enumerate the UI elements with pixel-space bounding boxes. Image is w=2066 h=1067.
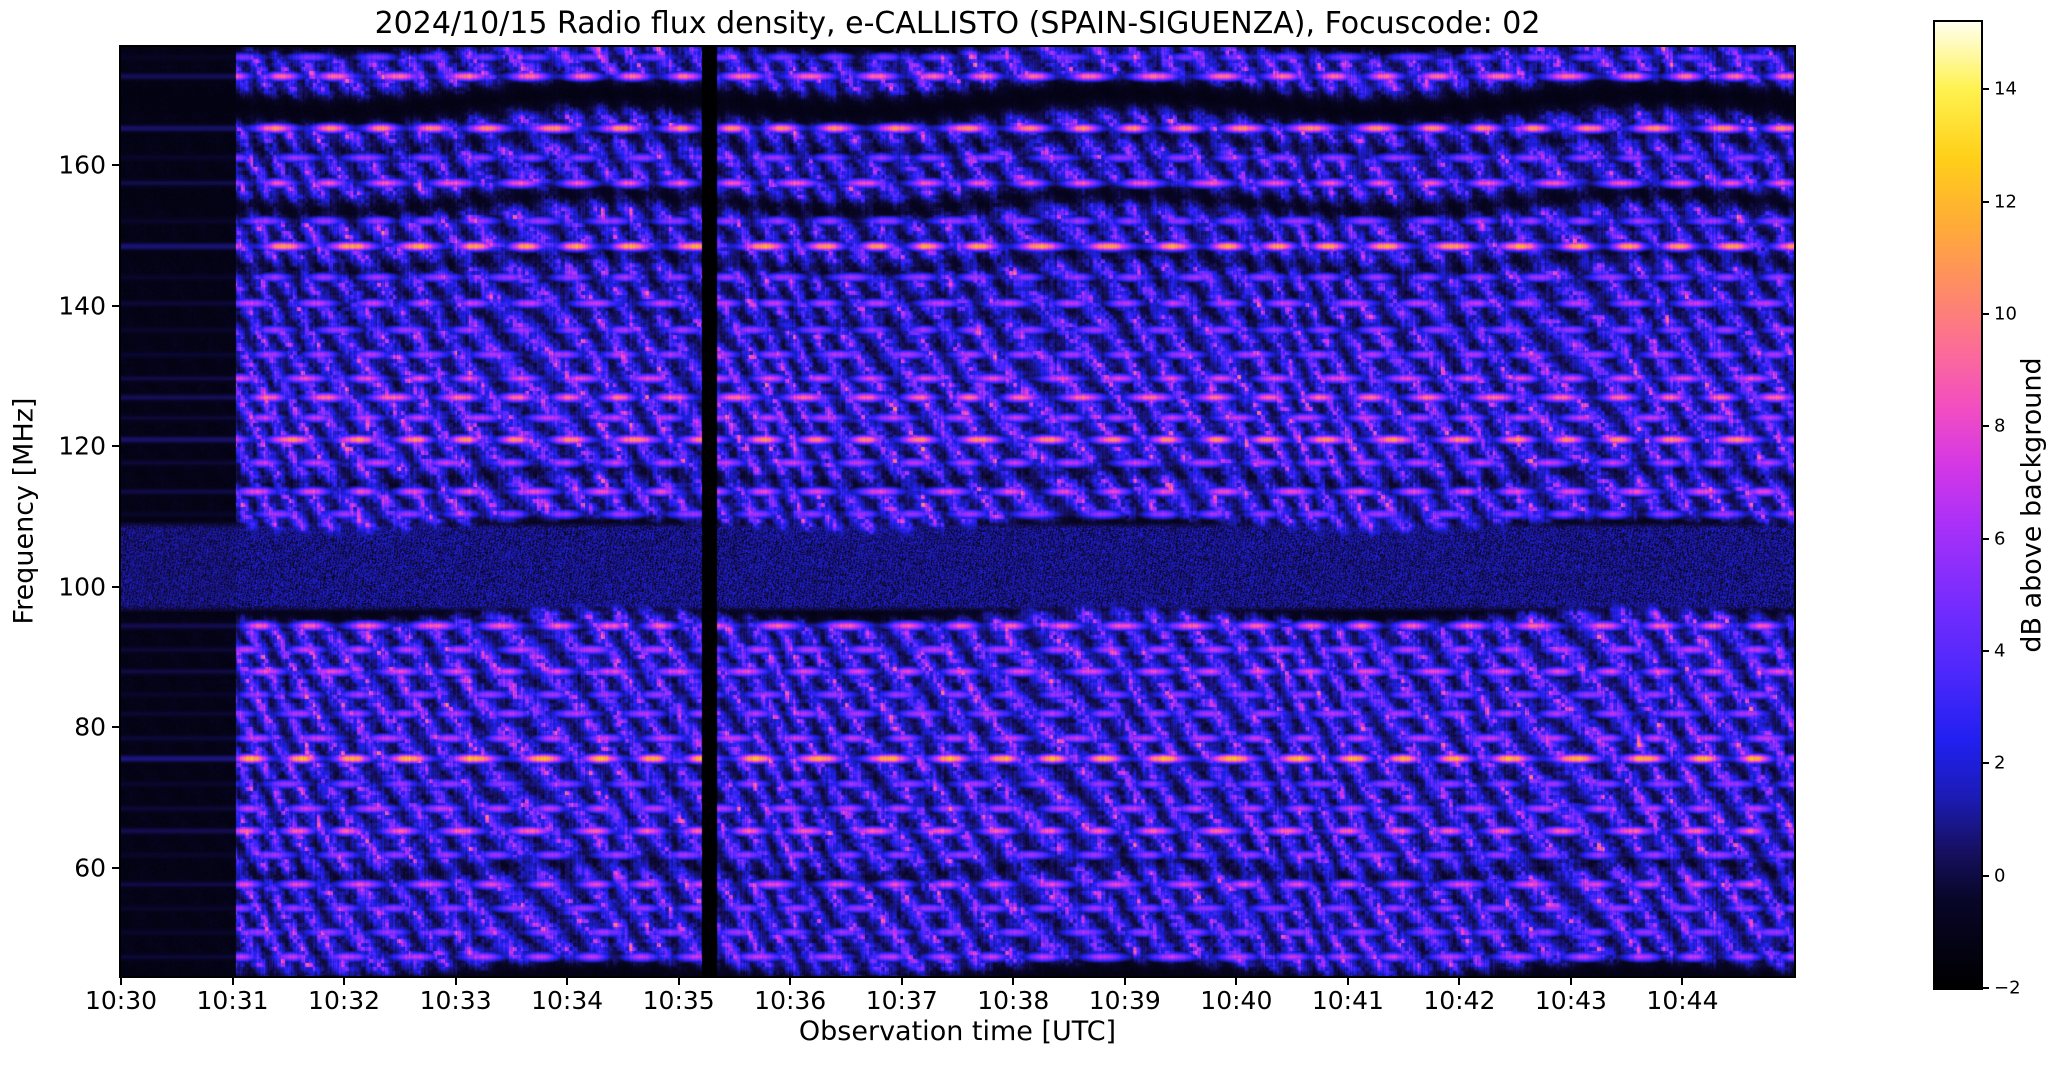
colorbar-tick-label: 12	[1994, 191, 2017, 213]
x-tick-mark	[1569, 976, 1572, 985]
colorbar-tick-label: 14	[1994, 78, 2017, 100]
y-tick-label: 140	[58, 291, 106, 321]
x-tick-label: 10:40	[1200, 986, 1273, 1015]
x-tick-label: 10:30	[84, 986, 158, 1015]
colorbar-tick-mark	[1981, 987, 1989, 989]
x-tick-label: 10:36	[754, 986, 827, 1015]
x-tick-label: 10:44	[1646, 986, 1719, 1015]
x-tick-label: 10:43	[1534, 986, 1607, 1015]
colorbar-tick-mark	[1981, 88, 1989, 91]
x-axis-label: Observation time [UTC]	[798, 1016, 1117, 1047]
spectrogram-image	[121, 47, 1794, 976]
plot-area	[119, 45, 1796, 978]
y-tick-label: 160	[58, 150, 106, 180]
colorbar-tick-label: 6	[1994, 528, 2006, 550]
y-tick-label: 80	[74, 712, 106, 742]
x-tick-mark	[231, 976, 234, 985]
colorbar-label: dB above background	[2016, 357, 2048, 653]
x-tick-mark	[1123, 976, 1126, 985]
x-tick-mark	[120, 976, 122, 985]
colorbar-tick-label: 0	[1994, 865, 2006, 887]
y-axis-label: Frequency [MHz]	[8, 397, 40, 625]
x-tick-mark	[1681, 976, 1684, 985]
x-tick-mark	[1235, 976, 1238, 985]
x-tick-mark	[566, 976, 569, 985]
x-tick-label: 10:34	[531, 986, 604, 1015]
x-tick-mark	[343, 976, 346, 985]
y-tick-mark	[112, 164, 121, 167]
x-tick-label: 10:42	[1423, 986, 1496, 1015]
colorbar-tick-mark	[1981, 874, 1989, 877]
y-tick-mark	[112, 726, 121, 729]
colorbar-tick-mark	[1981, 650, 1989, 653]
colorbar-tick-label: 4	[1994, 640, 2006, 662]
x-tick-label: 10:33	[419, 986, 492, 1015]
colorbar-tick-label: 10	[1994, 303, 2017, 325]
x-tick-label: 10:41	[1311, 986, 1384, 1015]
x-tick-label: 10:37	[865, 986, 938, 1015]
x-tick-label: 10:39	[1088, 986, 1161, 1015]
colorbar-tick-mark	[1981, 762, 1989, 765]
colorbar-tick-mark	[1981, 313, 1989, 316]
y-tick-mark	[112, 445, 121, 448]
colorbar-tick-mark	[1981, 425, 1989, 428]
colorbar-tick-mark	[1981, 537, 1989, 540]
x-tick-mark	[1346, 976, 1349, 985]
y-tick-label: 100	[58, 572, 106, 602]
y-tick-label: 120	[58, 431, 106, 461]
x-tick-mark	[900, 976, 903, 985]
x-tick-mark	[454, 976, 457, 985]
colorbar-tick-mark	[1981, 200, 1989, 203]
colorbar-gradient	[1935, 22, 1981, 988]
colorbar-tick-label: 8	[1994, 415, 2006, 437]
y-tick-mark	[112, 585, 121, 588]
x-tick-mark	[677, 976, 680, 985]
x-tick-mark	[1458, 976, 1461, 985]
y-tick-mark	[112, 866, 121, 869]
x-tick-label: 10:32	[308, 986, 381, 1015]
x-tick-label: 10:31	[196, 986, 269, 1015]
x-tick-mark	[1012, 976, 1015, 985]
y-tick-mark	[112, 304, 121, 307]
x-tick-label: 10:35	[642, 986, 715, 1015]
x-tick-mark	[789, 976, 792, 985]
y-tick-label: 60	[74, 853, 106, 883]
colorbar	[1933, 20, 1983, 990]
colorbar-tick-label: −2	[1994, 977, 2021, 999]
colorbar-tick-label: 2	[1994, 752, 2006, 774]
x-tick-label: 10:38	[977, 986, 1050, 1015]
chart-title: 2024/10/15 Radio flux density, e-CALLIST…	[374, 6, 1541, 41]
